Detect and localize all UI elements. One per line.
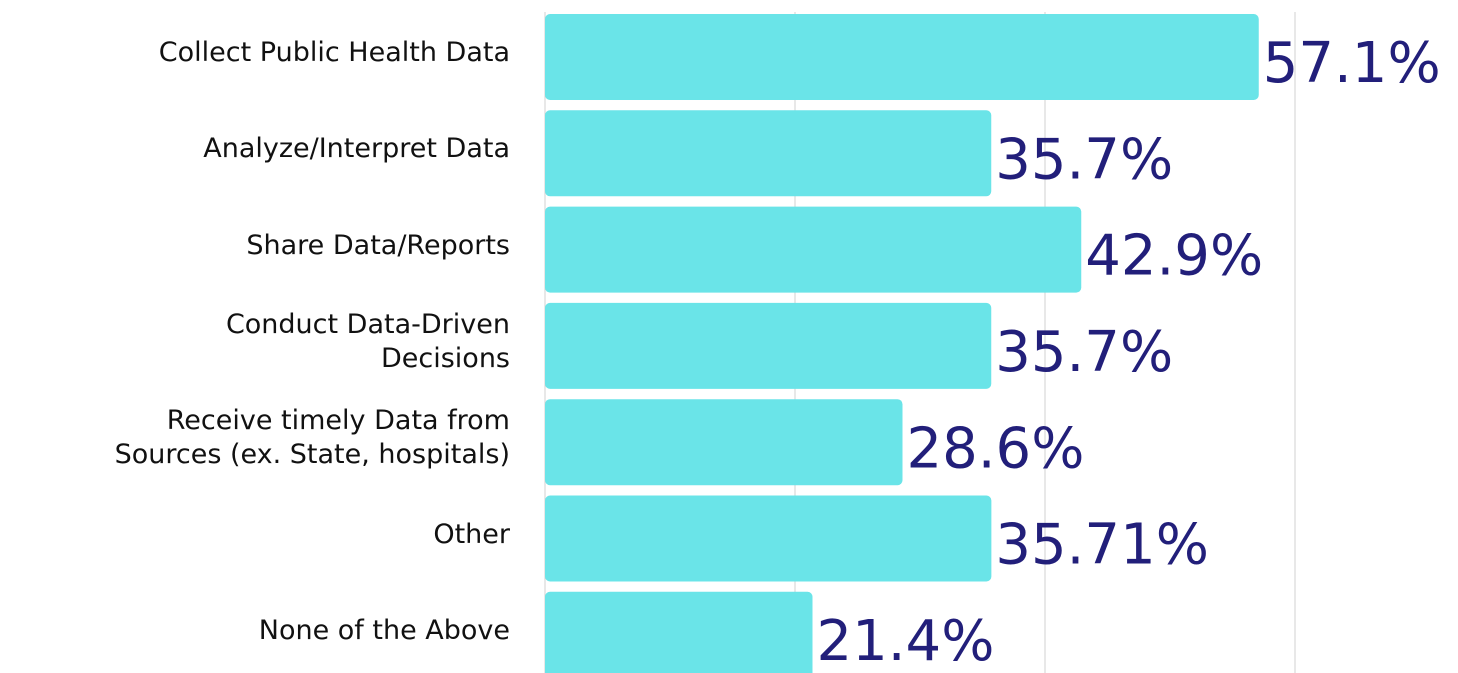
category-label: Receive timely Data from Sources (ex. St… — [114, 405, 510, 471]
value-label: 28.6% — [907, 416, 1085, 481]
category-label: Share Data/Reports — [246, 229, 510, 261]
bar — [545, 206, 1082, 293]
bar — [545, 591, 813, 673]
value-label: 57.1% — [1263, 31, 1441, 96]
bar — [545, 495, 992, 582]
bar — [545, 399, 903, 486]
bar — [545, 302, 992, 389]
value-label: 35.7% — [995, 320, 1173, 385]
value-label: 21.4% — [817, 609, 995, 673]
bar — [545, 14, 1259, 100]
category-label: Other — [433, 518, 510, 550]
value-label: 35.7% — [995, 127, 1173, 192]
category-label: Conduct Data-Driven Decisions — [225, 308, 510, 374]
category-label: Analyze/Interpret Data — [203, 133, 510, 165]
bar — [545, 110, 992, 197]
category-label: None of the Above — [258, 614, 510, 646]
value-label: 35.71% — [995, 513, 1209, 578]
value-label: 42.9% — [1085, 224, 1263, 289]
category-label: Collect Public Health Data — [158, 37, 510, 68]
